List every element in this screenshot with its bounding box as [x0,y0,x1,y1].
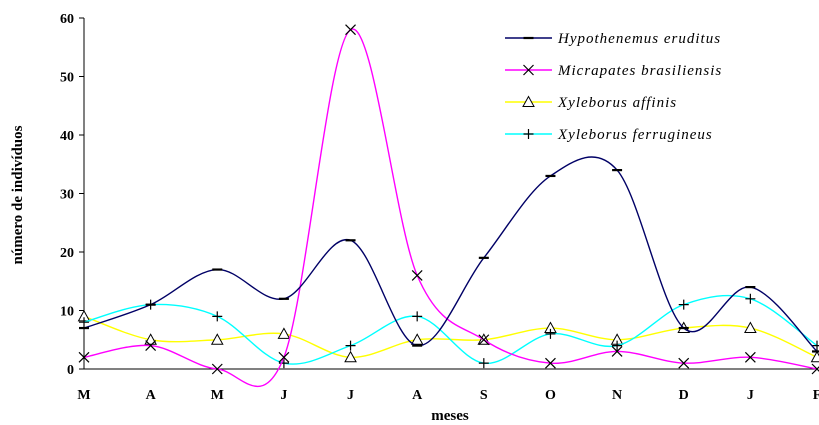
data-point-x [211,363,223,375]
data-point-triangle [410,333,424,345]
data-point-plus [523,129,534,139]
data-point-plus [79,317,89,328]
series-line [83,156,818,352]
x-tick-label: J [747,388,754,403]
data-point-x [523,64,534,76]
series-2 [78,24,819,388]
y-tick-label: 60 [60,12,74,27]
x-axis-title: meses [431,408,469,424]
legend-label: Hypothenemus eruditus [557,31,721,47]
data-point-triangle [744,321,757,334]
data-point-plus [745,293,756,304]
data-point-x [411,269,423,281]
data-point-x [611,346,623,357]
data-point-plus [478,358,489,369]
series-1 [79,156,819,353]
x-tick-label: J [280,388,287,403]
y-tick-label: 50 [60,71,74,86]
data-point-plus [345,340,356,351]
series-line [83,294,818,365]
legend-item: Xyleborus ferrugineus [505,127,713,143]
y-tick-label: 20 [60,246,74,261]
legend-label: Xyleborus ferrugineus [557,127,713,143]
data-point-x [278,351,290,363]
data-point-plus [278,358,289,369]
data-point-plus [212,311,223,322]
series-line [83,28,818,388]
legend-item: Xyleborus affinis [505,95,677,111]
x-tick-label: J [347,388,354,403]
data-point-plus [812,340,819,351]
x-tick-label: S [480,388,488,403]
y-tick-label: 30 [60,188,74,203]
data-point-x [744,351,756,363]
x-tick-label: A [146,388,157,403]
data-point-plus [612,340,623,351]
x-tick-label: A [412,388,423,403]
data-point-plus [412,311,423,322]
data-point-x [78,351,90,363]
data-point-triangle [144,333,157,345]
y-tick-label: 40 [60,129,74,144]
series-3 [77,309,819,363]
data-point-x [478,334,490,346]
data-point-triangle [277,327,291,339]
series-line [83,315,818,359]
y-tick-label: 0 [67,363,74,378]
y-tick-label: 10 [60,305,74,320]
data-point-x [678,357,690,369]
data-point-x [811,363,819,375]
data-point-x [545,357,556,369]
data-point-plus [678,299,689,310]
axes: 0 10 20 30 40 50 60 M A M J J A S O N D J F [60,12,819,403]
x-tick-label: F [813,388,819,403]
x-tick-label: O [545,388,556,403]
y-axis-title: número de indivíduos [10,125,26,264]
x-tick-label: M [77,388,90,403]
legend-label: Xyleborus affinis [557,95,677,111]
legend: Hypothenemus eruditus Micrapates brasilie… [505,31,722,143]
x-tick-label: D [679,388,689,403]
data-point-plus [545,328,556,339]
data-point-triangle [522,95,535,107]
series-layer [77,24,819,388]
legend-label: Micrapates brasiliensis [557,63,722,79]
x-tick-label: M [211,388,224,403]
data-point-triangle [810,350,819,363]
x-tick-label: N [612,388,622,403]
data-point-x [345,24,356,36]
series-4 [79,293,819,369]
data-point-triangle [210,333,224,345]
legend-item: Micrapates brasiliensis [505,63,722,79]
data-point-triangle [344,350,357,363]
data-point-x [145,340,157,352]
legend-item: Hypothenemus eruditus [505,31,721,47]
